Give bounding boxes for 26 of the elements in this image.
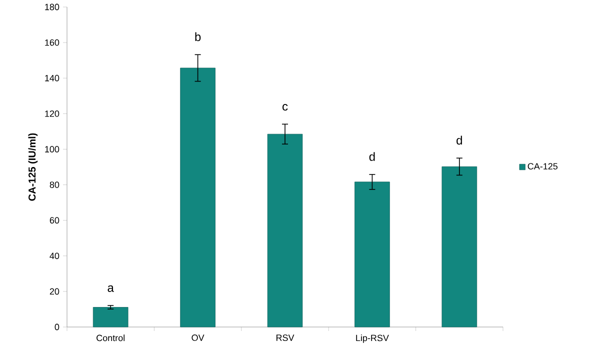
bar — [354, 182, 390, 328]
x-tick-label: Control — [96, 334, 124, 342]
y-tick-label: 80 — [50, 182, 60, 188]
y-tick-label: 180 — [45, 4, 60, 10]
bar — [267, 134, 303, 328]
x-tick-label: RSV — [276, 334, 294, 341]
annotation: a — [108, 285, 114, 292]
y-tick-label: 120 — [45, 110, 60, 117]
x-tick-label: OV — [192, 334, 204, 341]
legend-label: CA-125 — [528, 163, 558, 170]
y-tick-label: 40 — [50, 252, 60, 260]
y-tick-label: 100 — [45, 146, 60, 152]
y-axis-title: CA-125 (IU/ml) — [28, 133, 38, 201]
bar — [442, 166, 478, 328]
y-tick-label: 60 — [50, 217, 60, 224]
x-tick-label: Lip-RSV — [356, 334, 389, 343]
bar — [92, 307, 128, 328]
annotation: c — [282, 104, 288, 111]
annotation: b — [195, 32, 201, 42]
bar — [180, 68, 216, 328]
annotation: d — [369, 152, 375, 161]
y-tick-label: 160 — [45, 39, 60, 46]
y-tick-label: 140 — [45, 74, 60, 82]
y-tick-label: 0 — [54, 324, 60, 330]
annotation: d — [456, 136, 462, 145]
y-tick-label: 20 — [50, 288, 60, 295]
